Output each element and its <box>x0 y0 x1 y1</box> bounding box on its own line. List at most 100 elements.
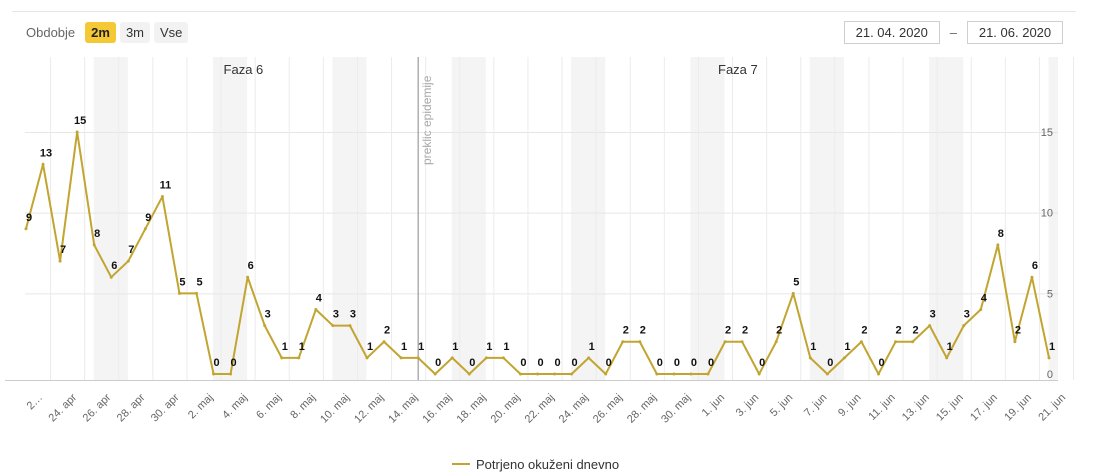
x-tick-label: 28. maj <box>625 392 659 426</box>
date-from-input[interactable]: 21. 04. 2020 <box>843 20 940 44</box>
data-label: 2 <box>742 325 748 337</box>
data-point <box>416 356 420 360</box>
data-point <box>604 372 608 376</box>
data-label: 0 <box>213 357 219 369</box>
period-3m-button[interactable]: 3m <box>119 21 151 43</box>
x-tick-label: 11. jun <box>866 392 897 423</box>
data-point <box>75 130 79 134</box>
weekend-band <box>93 57 128 380</box>
x-tick-label: 13. jun <box>900 392 932 424</box>
x-tick-label: 14. maj <box>386 392 420 426</box>
data-label: 9 <box>145 212 151 224</box>
period-2m-button[interactable]: 2m <box>85 21 116 43</box>
data-point <box>621 340 625 344</box>
weekend-band <box>213 57 248 380</box>
data-point <box>297 356 301 360</box>
y-tick-label: 10 <box>1041 208 1053 220</box>
data-label: 4 <box>316 292 323 304</box>
data-label: 0 <box>537 357 543 369</box>
data-point <box>177 291 181 295</box>
data-point <box>945 356 949 360</box>
data-label: 0 <box>231 357 237 369</box>
x-tick-label: 20. maj <box>489 392 523 426</box>
x-tick-label: 17. jun <box>968 392 1000 424</box>
data-point <box>1030 275 1034 279</box>
y-tick-label: 0 <box>1047 369 1053 381</box>
data-point <box>894 340 898 344</box>
x-tick-label: 8. maj <box>288 392 318 422</box>
data-label: 1 <box>1049 341 1055 353</box>
date-separator: – <box>949 24 957 40</box>
data-point <box>825 372 829 376</box>
x-tick-label: 15. jun <box>934 392 966 424</box>
weekend-band <box>571 57 606 380</box>
data-label: 0 <box>878 357 884 369</box>
period-selector: Obdobje 2m 3m Vse <box>26 21 189 43</box>
data-label: 1 <box>418 341 424 353</box>
legend-swatch <box>452 463 470 465</box>
data-label: 0 <box>606 357 612 369</box>
phase-label: Faza 7 <box>718 62 758 77</box>
weekend-band <box>1048 57 1058 380</box>
legend[interactable]: Potrjeno okuženi dnevno <box>452 456 619 472</box>
data-point <box>24 227 28 231</box>
data-label: 4 <box>981 292 988 304</box>
data-point <box>706 372 710 376</box>
data-label: 3 <box>350 309 356 321</box>
x-tick-label: 6. maj <box>254 392 284 422</box>
data-point <box>160 195 164 199</box>
date-to-input[interactable]: 21. 06. 2020 <box>967 20 1063 44</box>
data-label: 0 <box>759 357 765 369</box>
data-point <box>859 340 863 344</box>
x-tick-label: 2… <box>25 392 46 413</box>
data-label: 2 <box>725 325 731 337</box>
data-point <box>58 259 62 263</box>
weekend-band <box>929 57 964 380</box>
data-point <box>143 227 147 231</box>
data-label: 0 <box>657 357 663 369</box>
x-tick-label: 28. apr <box>115 391 148 424</box>
data-label: 3 <box>930 309 936 321</box>
x-tick-label: 18. maj <box>454 392 488 426</box>
data-label: 1 <box>282 341 288 353</box>
data-point <box>229 372 233 376</box>
data-point <box>587 356 591 360</box>
data-point <box>484 356 488 360</box>
data-point <box>246 275 250 279</box>
data-label: 2 <box>640 325 646 337</box>
data-label: 13 <box>40 147 52 159</box>
data-point <box>638 340 642 344</box>
data-point <box>92 243 96 247</box>
x-tick-label: 24. apr <box>47 391 80 424</box>
series-line <box>25 131 1050 375</box>
period-all-button[interactable]: Vse <box>154 21 189 43</box>
data-point <box>41 162 45 166</box>
x-tick-label: 5. jun <box>768 392 796 420</box>
data-point <box>348 324 352 328</box>
data-label: 9 <box>26 212 32 224</box>
data-point <box>672 372 676 376</box>
data-point <box>195 291 198 295</box>
y-tick-label: 15 <box>1041 127 1053 139</box>
data-label: 15 <box>74 115 86 127</box>
x-tick-label: 26. apr <box>81 391 114 424</box>
x-tick-label: 12. maj <box>352 392 386 426</box>
x-tick-label: 1. jun <box>700 392 728 420</box>
data-point <box>757 372 761 376</box>
data-point <box>433 372 437 376</box>
data-point <box>399 356 403 360</box>
data-point <box>109 275 113 279</box>
x-tick-label: 30. maj <box>659 392 693 426</box>
data-point <box>740 340 744 344</box>
data-label: 1 <box>299 341 305 353</box>
data-label: 0 <box>708 357 714 369</box>
data-label: 5 <box>179 276 185 288</box>
x-tick-label: 4. maj <box>220 392 250 422</box>
data-point <box>655 372 659 376</box>
data-label: 6 <box>248 260 254 272</box>
data-label: 0 <box>520 357 526 369</box>
weekend-band <box>809 57 844 380</box>
data-point <box>553 372 557 376</box>
data-point <box>212 372 216 376</box>
x-tick-label: 2. maj <box>186 392 216 422</box>
